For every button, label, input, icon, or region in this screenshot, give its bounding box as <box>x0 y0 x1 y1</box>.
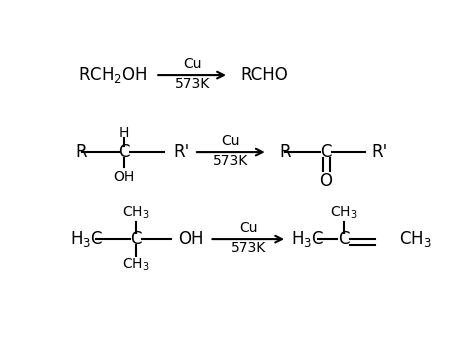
Text: C: C <box>119 143 130 161</box>
Text: RCHO: RCHO <box>240 66 288 84</box>
Text: CH$_3$: CH$_3$ <box>399 229 432 249</box>
Text: R: R <box>76 143 87 161</box>
Text: Cu: Cu <box>239 220 257 235</box>
Text: CH$_3$: CH$_3$ <box>122 257 150 274</box>
Text: C: C <box>338 230 349 248</box>
Text: Cu: Cu <box>221 133 240 148</box>
Text: R: R <box>279 143 291 161</box>
Text: CH$_3$: CH$_3$ <box>122 205 150 221</box>
Text: 573K: 573K <box>175 77 210 91</box>
Text: OH: OH <box>178 230 204 248</box>
Text: H$_3$C: H$_3$C <box>70 229 103 249</box>
Text: Cu: Cu <box>183 57 202 70</box>
Text: C: C <box>130 230 142 248</box>
Text: R': R' <box>173 143 189 161</box>
Text: OH: OH <box>113 170 135 184</box>
Text: C: C <box>320 143 332 161</box>
Text: R': R' <box>371 143 388 161</box>
Text: O: O <box>319 172 332 190</box>
Text: CH$_3$: CH$_3$ <box>330 205 357 221</box>
Text: H: H <box>119 126 129 140</box>
Text: RCH$_2$OH: RCH$_2$OH <box>78 65 148 85</box>
Text: 573K: 573K <box>213 154 248 168</box>
Text: H$_3$C: H$_3$C <box>291 229 324 249</box>
Text: 573K: 573K <box>231 241 266 255</box>
